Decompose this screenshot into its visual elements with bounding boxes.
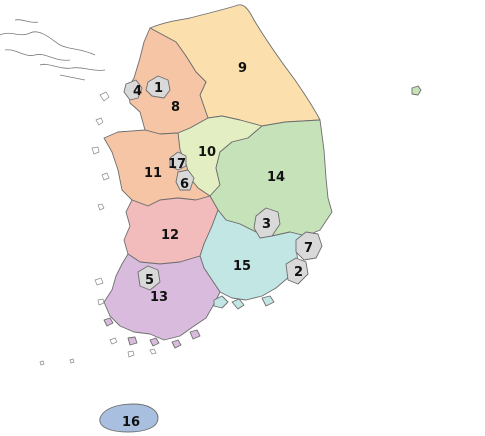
label-10: 10 [198,145,216,160]
label-7: 7 [304,241,313,256]
region-labels: 1 2 3 4 5 6 7 8 9 10 11 12 13 14 15 16 1… [122,61,313,430]
label-3: 3 [262,217,271,232]
label-11: 11 [144,166,162,181]
region-3 [253,207,281,239]
label-9: 9 [238,61,247,76]
label-6: 6 [180,177,189,192]
label-15: 15 [233,259,251,274]
label-8: 8 [171,100,180,115]
label-16: 16 [122,415,140,430]
west-islands [39,91,157,366]
region-7 [295,231,323,261]
label-14: 14 [267,170,285,185]
region-2 [285,257,309,285]
label-2: 2 [294,265,303,280]
label-4: 4 [133,84,142,99]
label-17: 17 [168,157,186,172]
label-1: 1 [154,81,163,96]
region-1 [145,75,171,99]
region-5 [137,265,161,291]
label-5: 5 [145,273,154,288]
label-13: 13 [150,290,168,305]
north-coastline [0,19,106,81]
region-17 [169,151,187,171]
region-6 [175,169,195,191]
south-islands [103,295,275,349]
region-13 [103,253,221,341]
region-9-ulleungdo [411,85,422,96]
label-12: 12 [161,228,179,243]
region-16 [99,403,159,433]
region-4 [123,79,143,101]
